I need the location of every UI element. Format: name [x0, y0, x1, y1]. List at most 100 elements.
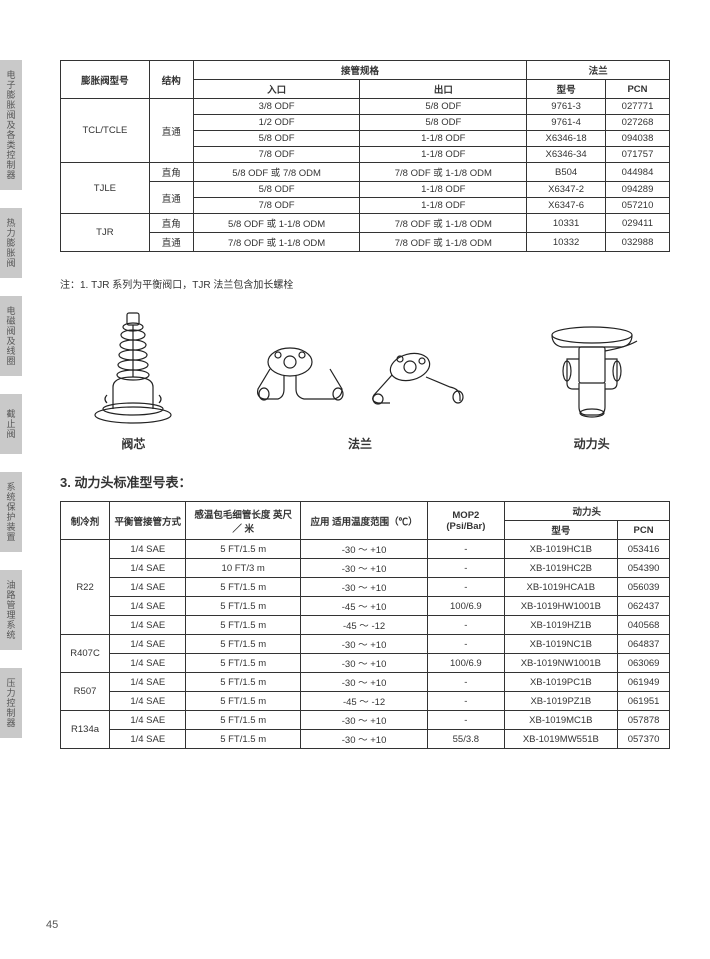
- cell-pcn: 061951: [618, 692, 670, 711]
- cell-in: 7/8 ODF: [193, 147, 360, 163]
- cell-out: 5/8 ODF: [360, 99, 527, 115]
- cell-model: XB-1019PZ1B: [504, 692, 618, 711]
- side-tab-5[interactable]: 油路管理系统: [0, 570, 22, 650]
- cell-model: XB-1019NC1B: [504, 635, 618, 654]
- cell-fl: 10331: [527, 214, 606, 233]
- cell-cap: 5 FT/1.5 m: [186, 635, 301, 654]
- cell-cap: 5 FT/1.5 m: [186, 692, 301, 711]
- cell-temp: -45 ～ +10: [300, 597, 427, 616]
- cell-pcn: 094289: [606, 182, 670, 198]
- cell-mop: 55/3.8: [428, 730, 504, 749]
- section-title: 3. 动力头标准型号表：: [60, 472, 670, 491]
- cell-pcn: 057210: [606, 198, 670, 214]
- cell-mop: -: [428, 540, 504, 559]
- th2-powerhead-group: 动力头: [504, 502, 669, 521]
- cell-refrigerant: R22: [61, 540, 110, 635]
- cell-fl: X6346-18: [527, 131, 606, 147]
- th-pipe-group: 接管规格: [193, 61, 526, 80]
- cell-model: TJLE: [61, 163, 150, 214]
- cell-bal: 1/4 SAE: [110, 730, 186, 749]
- th2-refrigerant: 制冷剂: [61, 502, 110, 540]
- main-content: 膨胀阀型号 结构 接管规格 法兰 入口 出口 型号 PCN TCL/TCLE直通…: [60, 60, 670, 749]
- cell-mop: -: [428, 692, 504, 711]
- cell-in: 5/8 ODF 或 7/8 ODM: [193, 163, 360, 182]
- cell-model: XB-1019HC1B: [504, 540, 618, 559]
- cell-fl: X6347-2: [527, 182, 606, 198]
- cell-struct: 直角: [149, 163, 193, 182]
- page-number: 45: [46, 919, 58, 931]
- table-row: 1/4 SAE5 FT/1.5 m-30 ～ +10100/6.9XB-1019…: [61, 654, 670, 673]
- cell-fl: 9761-4: [527, 115, 606, 131]
- cell-model: XB-1019HZ1B: [504, 616, 618, 635]
- table-row: TJLE直角5/8 ODF 或 7/8 ODM7/8 ODF 或 1-1/8 O…: [61, 163, 670, 182]
- cell-out: 1-1/8 ODF: [360, 198, 527, 214]
- cell-fl: 10332: [527, 233, 606, 252]
- cell-temp: -30 ～ +10: [300, 559, 427, 578]
- note-text: 注：1. TJR 系列为平衡阀口，TJR 法兰包含加长螺栓: [60, 276, 670, 291]
- figures-row: 阀芯: [60, 307, 670, 452]
- side-tab-3[interactable]: 截止阀: [0, 394, 22, 454]
- cell-pcn: 027771: [606, 99, 670, 115]
- cell-fl: 9761-3: [527, 99, 606, 115]
- th2-pcn: PCN: [618, 521, 670, 540]
- cell-bal: 1/4 SAE: [110, 654, 186, 673]
- cell-pcn: 029411: [606, 214, 670, 233]
- cell-mop: -: [428, 711, 504, 730]
- cell-cap: 5 FT/1.5 m: [186, 654, 301, 673]
- table-row: R221/4 SAE5 FT/1.5 m-30 ～ +10-XB-1019HC1…: [61, 540, 670, 559]
- cell-temp: -45 ～ -12: [300, 692, 427, 711]
- th2-model: 型号: [504, 521, 618, 540]
- cell-pcn: 053416: [618, 540, 670, 559]
- table-row: R407C1/4 SAE5 FT/1.5 m-30 ～ +10-XB-1019N…: [61, 635, 670, 654]
- cell-model: XB-1019NW1001B: [504, 654, 618, 673]
- cell-bal: 1/4 SAE: [110, 597, 186, 616]
- cell-out: 1-1/8 ODF: [360, 131, 527, 147]
- cell-pcn: 094038: [606, 131, 670, 147]
- cell-out: 7/8 ODF 或 1-1/8 ODM: [360, 163, 527, 182]
- cell-struct: 直通: [149, 233, 193, 252]
- cell-bal: 1/4 SAE: [110, 559, 186, 578]
- cell-in: 1/2 ODF: [193, 115, 360, 131]
- figure-label-b: 法兰: [250, 435, 470, 452]
- cell-model: XB-1019MW551B: [504, 730, 618, 749]
- cell-bal: 1/4 SAE: [110, 711, 186, 730]
- cell-model: XB-1019HCA1B: [504, 578, 618, 597]
- side-tab-6[interactable]: 压力控制器: [0, 668, 22, 738]
- side-tabs: 电子膨胀阀及各类控制器热力膨胀阀电磁阀及线圈截止阀系统保护装置油路管理系统压力控…: [0, 60, 22, 738]
- th-flange-group: 法兰: [527, 61, 670, 80]
- side-tab-2[interactable]: 电磁阀及线圈: [0, 296, 22, 376]
- side-tab-4[interactable]: 系统保护装置: [0, 472, 22, 552]
- flange-icon: [250, 327, 470, 427]
- cell-mop: -: [428, 578, 504, 597]
- cell-pcn: 056039: [618, 578, 670, 597]
- cell-in: 7/8 ODF 或 1-1/8 ODM: [193, 233, 360, 252]
- cell-temp: -30 ～ +10: [300, 578, 427, 597]
- cell-mop: 100/6.9: [428, 654, 504, 673]
- cell-refrigerant: R134a: [61, 711, 110, 749]
- cell-cap: 5 FT/1.5 m: [186, 540, 301, 559]
- power-head-table: 制冷剂 平衡管接管方式 感温包毛细管长度 英尺 ／ 米 应用 适用温度范围（℃）…: [60, 501, 670, 749]
- cell-cap: 5 FT/1.5 m: [186, 578, 301, 597]
- figure-label-a: 阀芯: [83, 435, 183, 452]
- cell-pcn: 064837: [618, 635, 670, 654]
- cell-cap: 5 FT/1.5 m: [186, 730, 301, 749]
- side-tab-1[interactable]: 热力膨胀阀: [0, 208, 22, 278]
- cell-bal: 1/4 SAE: [110, 692, 186, 711]
- th2-balance: 平衡管接管方式: [110, 502, 186, 540]
- table-row: 1/4 SAE5 FT/1.5 m-45 ～ +10100/6.9XB-1019…: [61, 597, 670, 616]
- cell-temp: -30 ～ +10: [300, 730, 427, 749]
- cell-model: XB-1019HC2B: [504, 559, 618, 578]
- cell-mop: -: [428, 673, 504, 692]
- cell-in: 5/8 ODF: [193, 131, 360, 147]
- cell-model: TJR: [61, 214, 150, 252]
- cell-struct: 直通: [149, 182, 193, 214]
- cell-bal: 1/4 SAE: [110, 616, 186, 635]
- side-tab-0[interactable]: 电子膨胀阀及各类控制器: [0, 60, 22, 190]
- table-row: 1/4 SAE5 FT/1.5 m-30 ～ +1055/3.8XB-1019M…: [61, 730, 670, 749]
- expansion-valve-table: 膨胀阀型号 结构 接管规格 法兰 入口 出口 型号 PCN TCL/TCLE直通…: [60, 60, 670, 252]
- cell-pcn: 044984: [606, 163, 670, 182]
- cell-pcn: 071757: [606, 147, 670, 163]
- cell-cap: 5 FT/1.5 m: [186, 597, 301, 616]
- cell-in: 5/8 ODF: [193, 182, 360, 198]
- th-struct: 结构: [149, 61, 193, 99]
